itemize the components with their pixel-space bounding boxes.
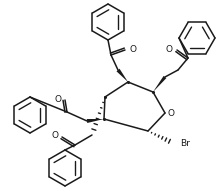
Polygon shape bbox=[153, 76, 166, 92]
Text: O: O bbox=[168, 108, 175, 117]
Text: O: O bbox=[166, 45, 173, 53]
Text: Br: Br bbox=[180, 138, 190, 147]
Polygon shape bbox=[116, 69, 128, 82]
Text: O: O bbox=[54, 95, 61, 104]
Text: O: O bbox=[51, 131, 58, 141]
Text: O: O bbox=[129, 45, 136, 53]
Polygon shape bbox=[87, 119, 104, 123]
